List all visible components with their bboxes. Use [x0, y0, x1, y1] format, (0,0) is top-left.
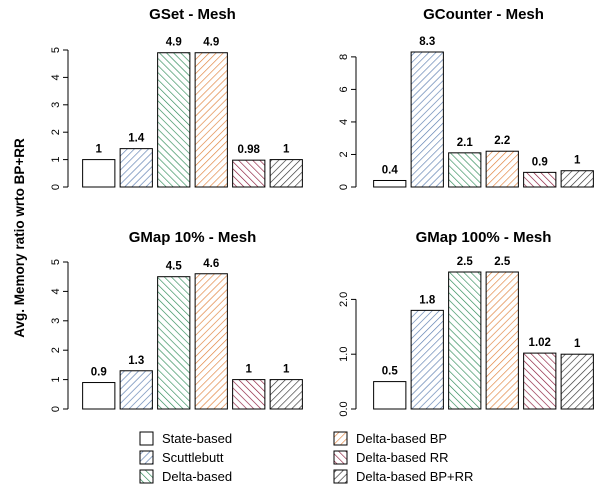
panel-title: GMap 10% - Mesh	[129, 229, 257, 246]
bar	[82, 159, 116, 188]
bar	[448, 271, 482, 410]
legend: State-based Scuttlebutt Delta-based Delta-b…	[139, 431, 473, 484]
y-axis-label: Avg. Memory ratio wrto BP+RR	[12, 138, 27, 338]
value-label: 1.02	[529, 337, 551, 349]
legend-item: Delta-based BP	[333, 431, 447, 446]
legend-label: State-based	[162, 431, 232, 446]
value-label: 0.5	[382, 366, 399, 378]
value-label: 1.4	[128, 133, 145, 145]
chart-panel: GMap 10% - Mesh 0 1 2 3 4 5 0.9 1.3 4.5 4.6 1 1	[50, 229, 303, 412]
y-tick-label: 8	[338, 54, 350, 60]
bar	[119, 148, 153, 188]
y-tick-label: 1	[50, 157, 62, 163]
bar	[157, 276, 191, 410]
value-label: 2.1	[457, 137, 474, 149]
legend-swatch	[333, 450, 348, 465]
value-label: 0.4	[382, 164, 399, 176]
legend-item: Scuttlebutt	[139, 450, 224, 465]
bar	[523, 171, 557, 188]
chart-panel: GSet - Mesh 0 1 2 3 4 5 1 1.4 4.9 4.9 0.98 1	[50, 6, 303, 190]
value-label: 0.9	[532, 156, 548, 168]
bar	[232, 379, 266, 410]
value-label: 4.9	[166, 37, 182, 49]
panel-title: GMap 100% - Mesh	[416, 229, 552, 246]
bar	[560, 170, 594, 188]
value-label: 1	[283, 144, 290, 156]
bar	[448, 152, 482, 188]
y-tick-label: 0.0	[338, 401, 350, 416]
legend-swatch	[139, 469, 154, 484]
y-tick-label: 4	[338, 119, 350, 125]
legend-swatch	[333, 469, 348, 484]
value-label: 1	[283, 364, 290, 376]
value-label: 1.8	[419, 294, 436, 306]
bar	[269, 159, 303, 188]
y-tick-label: 3	[50, 102, 62, 108]
value-label: 2.5	[457, 256, 474, 268]
y-tick-label: 4	[50, 288, 62, 294]
y-tick-label: 1	[50, 377, 62, 383]
bar	[157, 52, 191, 188]
y-tick-label: 1.0	[338, 347, 350, 362]
bar	[485, 150, 519, 188]
bar	[410, 51, 444, 188]
legend-label: Delta-based	[162, 469, 232, 484]
value-label: 4.5	[166, 261, 183, 273]
value-label: 1.3	[128, 355, 144, 367]
bar	[82, 382, 116, 410]
y-tick-label: 5	[50, 47, 62, 53]
y-tick-label: 2	[50, 129, 62, 135]
legend-item: Delta-based RR	[333, 450, 449, 465]
bar	[269, 379, 303, 410]
bar	[194, 273, 228, 410]
legend-item: State-based	[139, 431, 232, 446]
value-label: 2.2	[494, 135, 510, 147]
panel-title: GSet - Mesh	[149, 6, 236, 23]
bar	[119, 370, 153, 410]
value-label: 1	[574, 155, 581, 167]
chart-panel: GCounter - Mesh 0 2 4 6 8 0.4 8.3 2.1 2.2 0.9 1	[338, 6, 594, 190]
legend-item: Delta-based BP+RR	[333, 469, 473, 484]
value-label: 1	[96, 144, 103, 156]
legend-label: Delta-based BP+RR	[356, 469, 473, 484]
value-label: 0.98	[238, 144, 261, 156]
bar	[194, 52, 228, 188]
y-tick-label: 0	[338, 184, 350, 190]
bar	[523, 352, 557, 410]
bar	[485, 271, 519, 410]
value-label: 8.3	[419, 36, 435, 48]
legend-label: Scuttlebutt	[162, 450, 224, 465]
legend-item: Delta-based	[139, 469, 232, 484]
bar	[560, 353, 594, 410]
bar	[373, 381, 407, 410]
chart-panel: GMap 100% - Mesh 0.0 1.0 2.0 0.5 1.8 2.5 2.5 1.0…	[338, 229, 594, 417]
legend-label: Delta-based BP	[356, 431, 447, 446]
value-label: 1	[574, 338, 581, 350]
legend-swatch	[333, 431, 348, 446]
bar	[232, 159, 266, 188]
value-label: 4.9	[203, 37, 219, 49]
panel-title: GCounter - Mesh	[423, 6, 544, 23]
y-tick-label: 0	[50, 406, 62, 412]
y-tick-label: 4	[50, 74, 62, 80]
value-label: 1	[246, 364, 253, 376]
legend-swatch	[139, 450, 154, 465]
y-tick-label: 0	[50, 184, 62, 190]
y-tick-label: 5	[50, 259, 62, 265]
value-label: 2.5	[494, 256, 511, 268]
value-label: 0.9	[91, 367, 107, 379]
legend-label: Delta-based RR	[356, 450, 449, 465]
bar	[410, 309, 444, 410]
bar	[373, 179, 407, 188]
y-tick-label: 2.0	[338, 292, 350, 307]
y-tick-label: 2	[338, 151, 350, 157]
y-tick-label: 6	[338, 86, 350, 92]
value-label: 4.6	[203, 258, 219, 270]
y-tick-label: 2	[50, 347, 62, 353]
legend-swatch	[139, 431, 154, 446]
y-tick-label: 3	[50, 318, 62, 324]
